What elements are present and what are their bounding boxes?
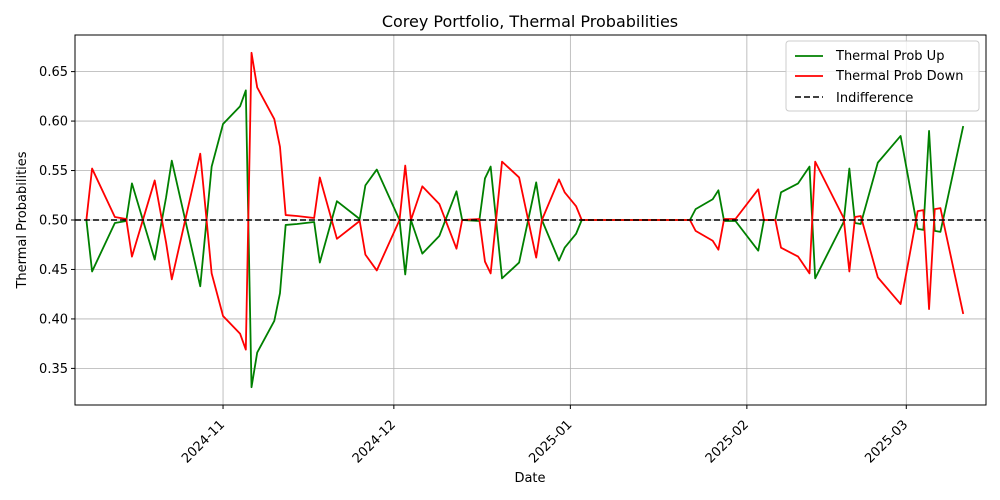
y-tick-label: 0.45 (39, 263, 68, 278)
y-tick-label: 0.65 (39, 65, 68, 80)
y-tick-label: 0.35 (39, 362, 68, 377)
y-tick-label: 0.60 (39, 115, 68, 130)
legend-box (785, 40, 980, 112)
series-line-thermal-prob-down (85, 51, 965, 351)
chart-title: Corey Portfolio, Thermal Probabilities (382, 12, 678, 31)
y-tick-label: 0.55 (39, 164, 68, 179)
y-tick-label: 0.40 (39, 312, 68, 327)
series-line-thermal-prob-up (85, 89, 965, 389)
legend: Thermal Prob Up Thermal Prob Down Indiff… (785, 40, 980, 112)
x-axis-label: Date (514, 471, 545, 486)
y-axis-label: Thermal Probabilities (15, 151, 30, 289)
y-axis-ticks: 0.35 0.40 0.45 0.50 0.55 0.60 0.65 (39, 65, 75, 377)
legend-label-down: Thermal Prob Down (835, 69, 964, 84)
legend-label-up: Thermal Prob Up (835, 49, 944, 64)
legend-label-indifference: Indifference (836, 91, 913, 106)
series-layer (85, 51, 965, 389)
y-tick-label: 0.50 (39, 214, 68, 229)
